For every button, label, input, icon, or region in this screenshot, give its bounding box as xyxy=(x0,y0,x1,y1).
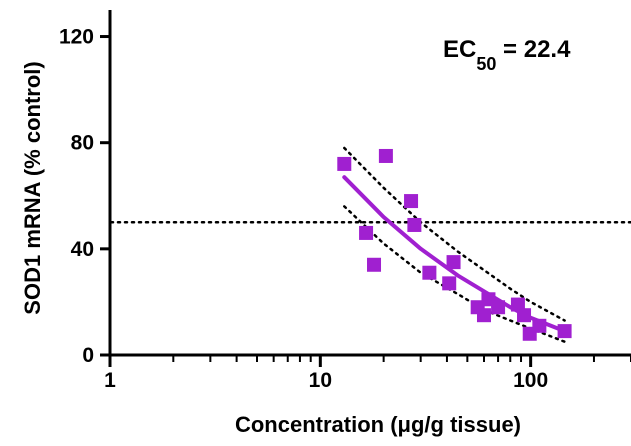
lower-confidence-band xyxy=(343,205,566,343)
data-point xyxy=(442,276,457,291)
ec50-prefix: EC xyxy=(443,36,476,63)
x-tick-label: 1 xyxy=(104,369,116,392)
y-tick-label: 40 xyxy=(71,238,94,261)
data-point xyxy=(359,225,374,240)
data-point xyxy=(337,156,352,171)
fit-curve xyxy=(342,175,567,334)
x-tick-label: 100 xyxy=(513,369,548,392)
data-point xyxy=(404,194,419,209)
data-point xyxy=(422,265,437,280)
x-tick-label: 10 xyxy=(309,369,332,392)
data-point xyxy=(378,148,393,163)
data-point xyxy=(446,255,461,270)
y-tick-label: 120 xyxy=(59,26,94,49)
ec50-subscript: 50 xyxy=(476,54,496,74)
data-point xyxy=(407,217,422,232)
data-point xyxy=(367,257,382,272)
ec50-annotation: EC50 = 22.4 xyxy=(443,36,571,74)
data-point xyxy=(476,308,491,323)
y-tick-label: 80 xyxy=(71,132,94,155)
upper-confidence-band xyxy=(343,146,566,322)
y-tick-label: 0 xyxy=(82,344,94,367)
ec50-suffix: = 22.4 xyxy=(496,36,571,63)
y-axis-label: SOD1 mRNA (% control) xyxy=(20,61,45,314)
x-axis-label: Concentration (μg/g tissue) xyxy=(235,412,521,437)
